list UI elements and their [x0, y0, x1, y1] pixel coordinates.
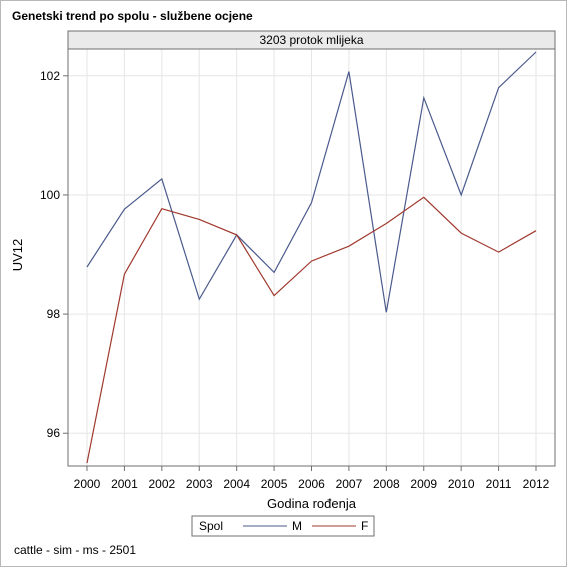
legend: Spol M F	[191, 515, 375, 537]
x-tick-label-8: 2008	[373, 477, 400, 491]
x-tick-label-10: 2010	[448, 477, 475, 491]
y-axis-label: UV12	[10, 239, 25, 272]
y-tick-label-2: 100	[40, 188, 60, 202]
series-group	[86, 51, 537, 464]
y-tick-label-0: 96	[47, 426, 61, 440]
legend-title: Spol	[199, 519, 223, 533]
axes: 2000 2001 2002 2003 2004 2005 2006 2007 2008 2009…	[40, 69, 550, 491]
x-tick-label-12: 2012	[523, 477, 550, 491]
x-tick-label-2: 2002	[148, 477, 175, 491]
x-tick-label-5: 2005	[261, 477, 288, 491]
series-line-f	[86, 196, 537, 464]
x-tick-label-0: 2000	[74, 477, 101, 491]
x-tick-label-1: 2001	[111, 477, 138, 491]
x-tick-label-6: 2006	[298, 477, 325, 491]
x-axis-label: Godina rođenja	[267, 496, 357, 511]
legend-label-f: F	[361, 519, 368, 533]
grid	[68, 49, 555, 466]
footnote: cattle - sim - ms - 2501	[14, 543, 137, 557]
series-line-m	[86, 51, 537, 313]
legend-label-m: M	[292, 519, 302, 533]
x-tick-label-11: 2011	[486, 477, 512, 491]
panel-label: 3203 protok mlijeka	[259, 33, 363, 47]
chart-title: Genetski trend po spolu - službene ocjen…	[12, 9, 253, 23]
y-tick-label-3: 102	[40, 69, 60, 83]
x-tick-label-9: 2009	[410, 477, 437, 491]
x-tick-label-3: 2003	[186, 477, 213, 491]
x-tick-label-7: 2007	[336, 477, 363, 491]
y-tick-label-1: 98	[47, 307, 61, 321]
x-tick-label-4: 2004	[223, 477, 250, 491]
